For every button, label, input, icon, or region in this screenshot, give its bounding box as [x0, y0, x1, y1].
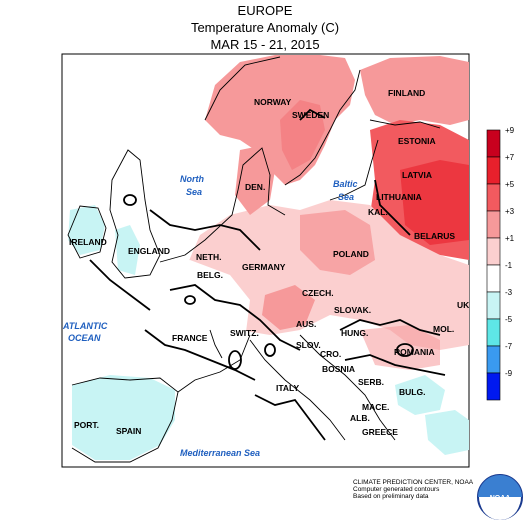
- anomaly-region-denmark: [235, 145, 275, 215]
- anomaly-region-france: [140, 260, 250, 385]
- noaa-logo-text: NOAA: [490, 495, 511, 502]
- map-title-variable: Temperature Anomaly (C): [190, 20, 340, 35]
- label-baltic-sea-2: Sea: [338, 192, 354, 202]
- legend-label: +1: [505, 234, 515, 243]
- legend-label: -9: [505, 369, 513, 378]
- label-bosnia: BOSNIA: [322, 364, 355, 374]
- map-title-dates: MAR 15 - 21, 2015: [210, 37, 320, 52]
- label-norway: NORWAY: [254, 97, 292, 107]
- label-lithuania: LITHUANIA: [376, 192, 422, 202]
- anomaly-region-austria: [262, 285, 315, 330]
- label-germany: GERMANY: [242, 262, 286, 272]
- anomaly-region-england-west: [115, 225, 140, 275]
- noaa-logo: NOAA: [477, 474, 523, 520]
- label-england: ENGLAND: [128, 246, 170, 256]
- label-finland: FINLAND: [388, 88, 425, 98]
- anomaly-region-balkans-east: [395, 375, 445, 415]
- label-kaliningrad: KAL.: [368, 207, 388, 217]
- legend-label: +7: [505, 153, 515, 162]
- label-slovenia: SLOV.: [296, 340, 321, 350]
- anomaly-region-iberia: [72, 375, 175, 460]
- label-belarus: BELARUS: [414, 231, 455, 241]
- label-atlantic-2: OCEAN: [68, 333, 101, 343]
- legend-label: +9: [505, 126, 515, 135]
- legend-swatch: [486, 291, 501, 320]
- label-latvia: LATVIA: [402, 170, 432, 180]
- legend-label: +5: [505, 180, 515, 189]
- label-uk-partial: UK: [457, 300, 470, 310]
- label-estonia: ESTONIA: [398, 136, 436, 146]
- legend-label: -3: [505, 288, 513, 297]
- label-bulgaria: BULG.: [399, 387, 425, 397]
- legend-label: -5: [505, 315, 513, 324]
- sea-labels: North Sea Baltic Sea ATLANTIC OCEAN Medi…: [62, 174, 358, 458]
- label-macedonia: MACE.: [362, 402, 389, 412]
- color-legend: +9 +7 +5 +3 +1 -1 -3 -5 -7 -9: [486, 126, 515, 401]
- credit-line-1: CLIMATE PREDICTION CENTER, NOAA: [353, 479, 474, 486]
- label-sweden: SWEDEN: [292, 110, 329, 120]
- label-slovakia: SLOVAK.: [334, 305, 371, 315]
- label-czech: CZECH.: [302, 288, 334, 298]
- label-denmark: DEN.: [245, 182, 265, 192]
- label-croatia: CRO.: [320, 349, 341, 359]
- label-baltic-sea-1: Baltic: [333, 179, 358, 189]
- anomaly-region-finland: [360, 56, 469, 125]
- legend-swatch: [486, 264, 501, 293]
- contour-lines: [89, 108, 446, 441]
- label-belgium: BELG.: [197, 270, 223, 280]
- legend-swatch: [486, 156, 501, 185]
- legend-swatch: [486, 372, 501, 401]
- label-hungary: HUNG.: [341, 328, 368, 338]
- label-north-sea-2: Sea: [186, 187, 202, 197]
- label-mediterranean: Mediterranean Sea: [180, 448, 260, 458]
- anomaly-region-belarus-core: [400, 160, 469, 245]
- label-netherlands: NETH.: [196, 252, 222, 262]
- legend-swatch: [486, 183, 501, 212]
- label-poland: POLAND: [333, 249, 369, 259]
- legend-swatch: [486, 345, 501, 374]
- label-portugal: PORT.: [74, 420, 99, 430]
- anomaly-region-ireland: [68, 205, 105, 255]
- anomaly-region-greece-east: [425, 410, 469, 455]
- label-greece: GREECE: [362, 427, 398, 437]
- label-atlantic-1: ATLANTIC: [62, 321, 108, 331]
- anomaly-region-sweden-core: [280, 100, 325, 170]
- legend-swatch: [486, 210, 501, 239]
- legend-swatch: [486, 237, 501, 266]
- label-france: FRANCE: [172, 333, 208, 343]
- credit-line-2: Computer generated contours: [353, 486, 440, 493]
- label-italy: ITALY: [276, 383, 299, 393]
- label-spain: SPAIN: [116, 426, 141, 436]
- coastlines: [67, 56, 441, 463]
- map-title-region: EUROPE: [237, 3, 293, 18]
- legend-swatch: [486, 318, 501, 347]
- label-moldova: MOL.: [433, 324, 454, 334]
- label-albania: ALB.: [350, 413, 370, 423]
- anomaly-region-central-europe: [185, 200, 469, 350]
- legend-label: -1: [505, 261, 513, 270]
- label-romania: ROMANIA: [394, 347, 435, 357]
- label-north-sea-1: North: [180, 174, 204, 184]
- country-labels: NORWAY SWEDEN FINLAND ESTONIA LATVIA LIT…: [69, 88, 470, 437]
- legend-label: +3: [505, 207, 515, 216]
- anomaly-region-poland: [300, 210, 375, 275]
- label-serbia: SERB.: [358, 377, 384, 387]
- credit-line-3: Based on preliminary data: [353, 493, 429, 500]
- label-ireland: IRELAND: [69, 237, 107, 247]
- legend-label: -7: [505, 342, 513, 351]
- label-austria: AUS.: [296, 319, 316, 329]
- label-switzerland: SWITZ.: [230, 328, 259, 338]
- legend-swatch: [486, 129, 501, 158]
